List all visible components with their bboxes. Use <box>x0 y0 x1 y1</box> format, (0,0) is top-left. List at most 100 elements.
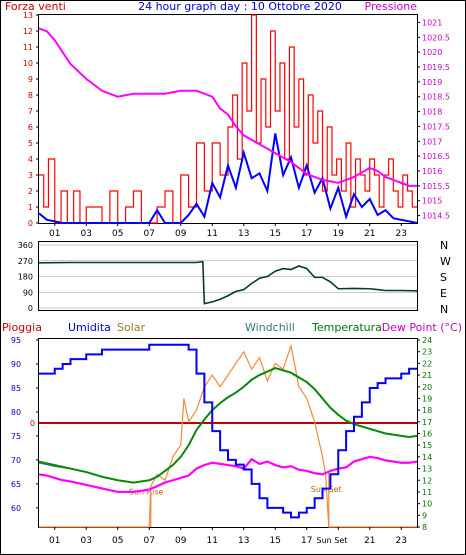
humidity-y-tick-label: 80 <box>11 408 21 417</box>
climate-x-tick-label: 05 <box>112 536 123 546</box>
pressure-y-tick-label: 1020.5 <box>422 33 450 42</box>
wind-x-tick-label: 19 <box>333 229 345 239</box>
climate-x-tick-label: 17 <box>301 536 312 546</box>
humidity-y-tick-label: 85 <box>11 384 21 393</box>
direction-panel-frame <box>38 241 418 311</box>
wind-x-tick-label: 13 <box>238 229 249 239</box>
wind-panel-frame <box>38 14 418 224</box>
direction-y-tick-label: 360 <box>18 241 33 250</box>
climate-x-tick-label: 03 <box>81 536 92 546</box>
temp-y-tick-label: 13 <box>422 465 432 474</box>
dewpoint-label: Dew Point (°C) <box>382 321 462 334</box>
wind-y-tick-label: 3 <box>28 171 33 180</box>
wind-x-tick-label: 23 <box>396 229 407 239</box>
wind-x-tick-label: 15 <box>270 229 281 239</box>
temp-y-tick-label: 17 <box>422 418 432 427</box>
wind-speed-line <box>39 14 417 224</box>
pressure-y-tick-label: 1017.5 <box>422 122 450 131</box>
compass-s: S <box>440 271 447 284</box>
solar-label: Solar <box>117 321 146 334</box>
pressure-line <box>38 27 417 187</box>
temp-y-tick-label: 19 <box>422 394 432 403</box>
humidity-y-tick-label: 90 <box>11 360 21 369</box>
climate-x-tick-label: 15 <box>270 536 281 546</box>
temp-y-tick-label: 10 <box>422 500 432 509</box>
windchill-label: Windchill <box>245 321 295 334</box>
chart-marks: 0123456789101112131014.510151015.5101610… <box>11 11 450 546</box>
pressure-y-tick-label: 1015.5 <box>422 182 450 191</box>
temp-y-tick-label: 16 <box>422 430 432 439</box>
wind-y-tick-label: 8 <box>28 91 33 100</box>
wind-x-tick-label: 03 <box>81 229 92 239</box>
wind-y-tick-label: 2 <box>28 187 33 196</box>
pressure-y-tick-label: 1017 <box>422 137 442 146</box>
climate-x-tick-label: 09 <box>175 536 187 546</box>
pressure-y-tick-label: 1020 <box>422 48 442 57</box>
humidity-y-tick-label: 65 <box>11 480 21 489</box>
climate-x-tick-label: 11 <box>207 536 218 546</box>
direction-y-tick-label: 180 <box>18 273 33 282</box>
direction-y-tick-label: 0 <box>28 304 33 313</box>
wind-x-tick-label: 11 <box>207 229 218 239</box>
pressure-y-tick-label: 1015 <box>422 197 442 206</box>
wind-y-tick-label: 4 <box>28 155 33 164</box>
compass-e: E <box>440 287 447 300</box>
wind-y-tick-label: 11 <box>23 43 33 52</box>
pressure-y-tick-label: 1016 <box>422 167 442 176</box>
temp-y-tick-label: 11 <box>422 488 432 497</box>
pressure-y-tick-label: 1019.5 <box>422 63 450 72</box>
temp-y-tick-label: 9 <box>422 511 427 520</box>
compass-n-top: N <box>440 239 448 252</box>
wind-x-tick-label: 09 <box>175 229 187 239</box>
solar-line <box>39 343 417 528</box>
wind-y-tick-label: 5 <box>28 139 33 148</box>
climate-x-tick-label: 13 <box>238 536 249 546</box>
wind-x-tick-label: 01 <box>49 229 60 239</box>
pressure-y-tick-label: 1016.5 <box>422 152 450 161</box>
humidity-y-tick-label: 70 <box>11 456 21 465</box>
wind-x-tick-label: 21 <box>364 229 375 239</box>
wind-direction-line <box>38 260 418 305</box>
dewpoint-line <box>38 455 418 494</box>
direction-y-tick-label: 270 <box>18 257 33 266</box>
temp-y-tick-label: 15 <box>422 441 432 450</box>
humidity-y-tick-label: 60 <box>11 504 21 513</box>
temp-y-tick-label: 23 <box>422 348 432 357</box>
sunrise-label: Sun Rise <box>129 487 164 496</box>
wind-x-tick-label: 05 <box>112 229 123 239</box>
temp-y-tick-label: 24 <box>422 336 432 345</box>
wind-y-tick-label: 12 <box>23 27 33 36</box>
pressure-y-tick-label: 1014.5 <box>422 212 450 221</box>
climate-x-tick-label: 21 <box>364 536 375 546</box>
rain-label: Pioggia <box>2 321 42 334</box>
wind-y-tick-label: 10 <box>23 59 33 68</box>
temp-y-tick-label: 8 <box>422 523 427 532</box>
temp-y-tick-label: 12 <box>422 476 432 485</box>
temp-y-tick-label: 20 <box>422 383 432 392</box>
pressure-y-tick-label: 1021 <box>422 18 442 27</box>
climate-sunset-tick-label: Sun Set <box>316 536 347 545</box>
temp-y-tick-label: 18 <box>422 406 432 415</box>
humidity-y-tick-label: 75 <box>11 432 21 441</box>
temp-y-tick-label: 14 <box>422 453 432 462</box>
wind-y-tick-label: 1 <box>28 203 33 212</box>
wind-y-tick-label: 0 <box>28 219 33 228</box>
temp-y-tick-label: 22 <box>422 359 432 368</box>
pressure-y-tick-label: 1018.5 <box>422 93 450 102</box>
wind-x-tick-label: 07 <box>144 229 155 239</box>
wind-y-tick-label: 13 <box>23 11 33 20</box>
temperature-line <box>38 366 418 484</box>
pressure-y-tick-label: 1019 <box>422 78 442 87</box>
chart-title: 24 hour graph day : 10 Ottobre 2020 <box>138 0 342 13</box>
climate-x-tick-label: 01 <box>49 536 60 546</box>
climate-x-tick-label: 23 <box>396 536 407 546</box>
climate-x-tick-label: 07 <box>144 536 155 546</box>
pressure-axis-title: Pressione <box>365 0 418 13</box>
pressure-y-tick-label: 1018 <box>422 108 442 117</box>
compass-n-bottom: N <box>440 303 448 316</box>
wind-y-tick-label: 6 <box>28 123 33 132</box>
humidity-line <box>39 343 417 519</box>
